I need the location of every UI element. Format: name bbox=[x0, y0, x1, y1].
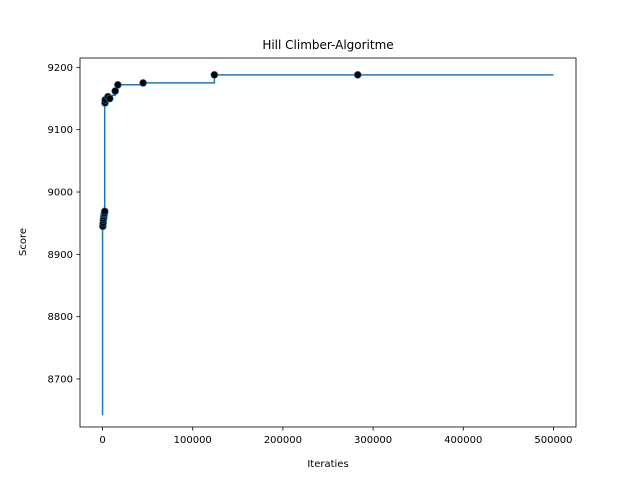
data-point bbox=[114, 81, 122, 89]
y-tick-label: 8700 bbox=[48, 375, 73, 386]
y-tick-label: 9200 bbox=[48, 63, 73, 74]
y-tick-label: 8900 bbox=[48, 250, 73, 261]
chart-title: Hill Climber-Algoritme bbox=[262, 38, 393, 52]
x-axis-label: Iteraties bbox=[307, 459, 348, 470]
plot-area bbox=[99, 71, 554, 416]
x-tick-label: 200000 bbox=[264, 435, 302, 446]
marker-layer bbox=[99, 71, 362, 231]
x-tick-label: 100000 bbox=[174, 435, 212, 446]
x-tick-label: 500000 bbox=[534, 435, 572, 446]
x-tick-label: 400000 bbox=[444, 435, 482, 446]
x-tick-label: 0 bbox=[99, 435, 105, 446]
y-tick-label: 9000 bbox=[48, 188, 73, 199]
y-axis: 8700 8800 8900 9000 9100 9200 bbox=[48, 63, 80, 386]
series-line bbox=[101, 74, 554, 416]
data-point bbox=[353, 71, 362, 79]
y-axis-label: Score bbox=[18, 228, 29, 256]
data-point bbox=[210, 71, 219, 79]
y-tick-label: 8800 bbox=[48, 312, 73, 323]
x-tick-label: 300000 bbox=[354, 435, 392, 446]
data-point bbox=[100, 207, 109, 216]
x-axis: 0 100000 200000 300000 400000 500000 bbox=[99, 427, 573, 446]
y-tick-label: 9100 bbox=[48, 125, 73, 136]
data-point bbox=[111, 87, 119, 95]
data-point bbox=[139, 79, 147, 87]
data-point bbox=[105, 94, 114, 103]
series-line-layer bbox=[101, 74, 554, 416]
plot-frame bbox=[79, 57, 577, 428]
